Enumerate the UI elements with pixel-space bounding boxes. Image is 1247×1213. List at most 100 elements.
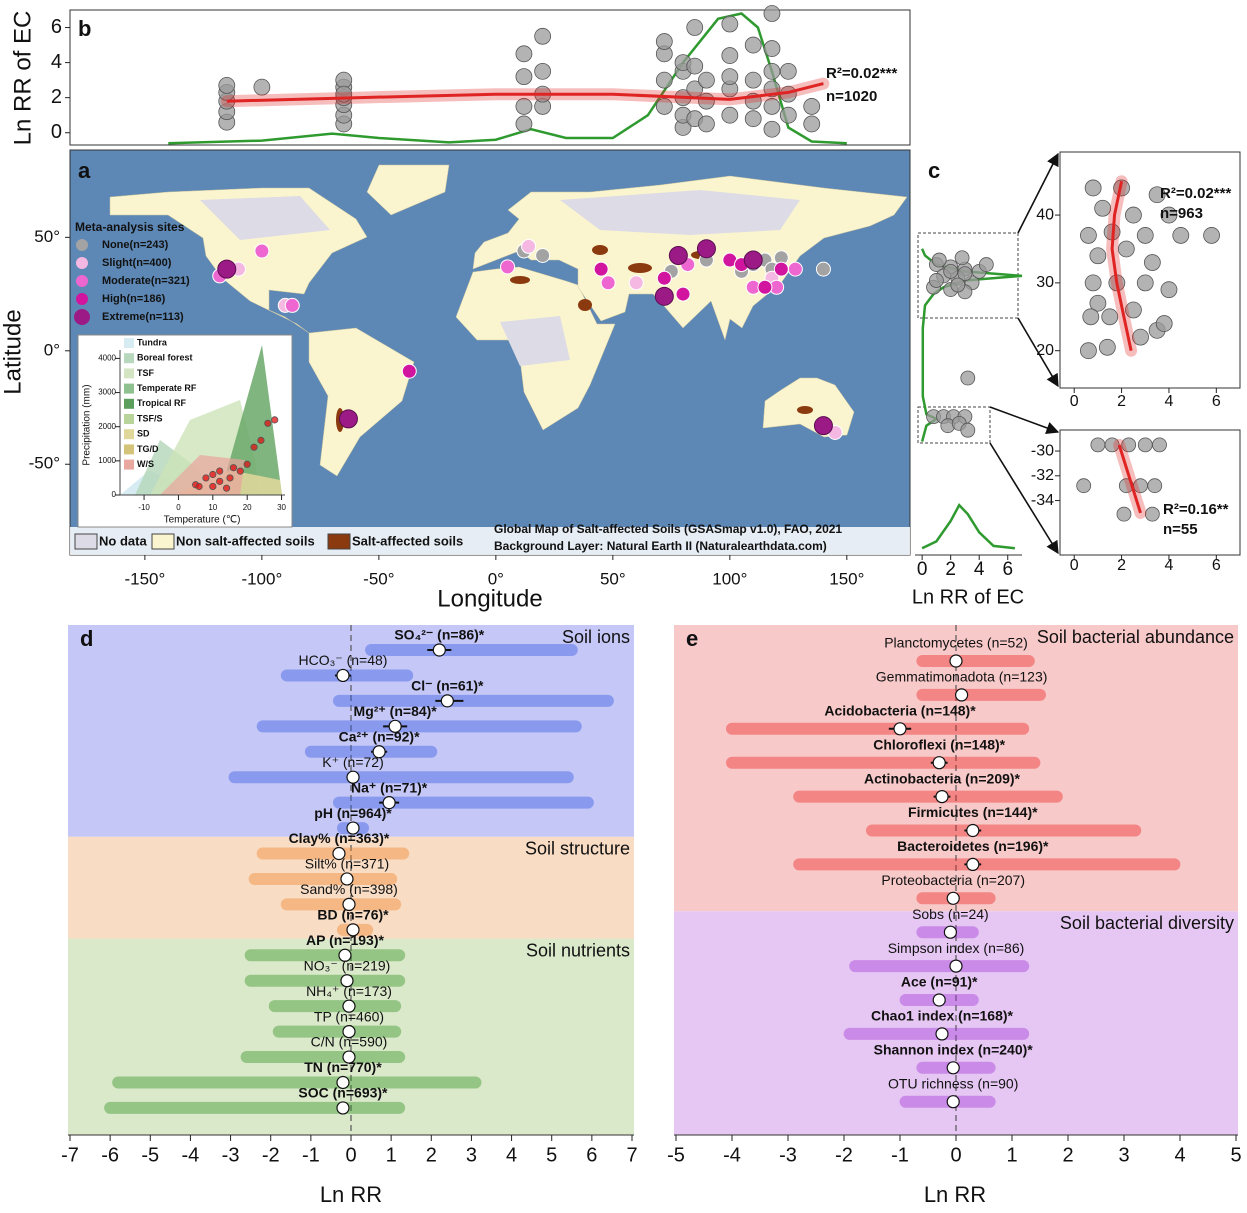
point xyxy=(957,266,973,282)
y-tick-label: 0° xyxy=(44,340,60,359)
point xyxy=(1155,315,1173,332)
legend-swatch xyxy=(124,414,134,424)
x-tick-label: -1 xyxy=(302,1144,320,1166)
legend-marker xyxy=(76,275,88,287)
mean-point xyxy=(893,722,907,736)
legend-label: Tropical RF xyxy=(137,398,187,408)
point xyxy=(763,62,781,80)
mean-point xyxy=(388,719,402,733)
legend-swatch xyxy=(124,398,134,409)
point xyxy=(335,71,353,89)
point xyxy=(686,57,704,75)
x-axis-label: Longitude xyxy=(437,585,542,612)
annotation: n=55 xyxy=(1163,521,1198,538)
salt-area xyxy=(797,406,813,414)
row-label: Cl⁻ (n=61)* xyxy=(411,678,484,694)
y-tick-label: -50° xyxy=(29,454,60,473)
y-axis-label: Ln RR of EC xyxy=(9,11,36,146)
mean-point xyxy=(966,857,980,872)
raw-range xyxy=(916,655,1035,667)
mean-point xyxy=(943,925,958,939)
mean-point xyxy=(338,948,352,962)
row-label: Clay% (n=363)* xyxy=(289,830,390,846)
point xyxy=(515,98,533,115)
mean-point xyxy=(340,974,354,988)
point xyxy=(954,250,970,266)
x-tick-label: 1 xyxy=(1006,1144,1017,1166)
x-tick-label: 150° xyxy=(829,569,864,588)
x-tick-label: -7 xyxy=(61,1144,79,1166)
site xyxy=(401,363,417,379)
point xyxy=(1076,478,1092,494)
x-axis-label: Ln RR of EC xyxy=(912,586,1024,608)
mean-point xyxy=(346,821,360,835)
legend-label: Moderate(n=321) xyxy=(102,275,190,287)
x-tick-label: 0 xyxy=(917,559,928,580)
x-tick-label: 4 xyxy=(1174,1144,1185,1166)
y-tick-label: 2 xyxy=(51,86,62,108)
x-axis-label: Ln RR xyxy=(320,1182,382,1207)
legend-swatch xyxy=(124,353,134,364)
point xyxy=(1136,274,1154,292)
legend-label: Boreal forest xyxy=(137,353,193,363)
site xyxy=(338,409,358,429)
row-label: Chloroflexi (n=148)* xyxy=(873,736,1005,752)
point xyxy=(534,27,552,45)
point xyxy=(1084,179,1102,197)
point xyxy=(1137,437,1153,453)
row-label: Gemmatimonadota (n=123) xyxy=(876,669,1048,685)
raw-range xyxy=(256,720,582,733)
raw-range xyxy=(332,796,594,809)
point xyxy=(929,273,944,288)
x-tick-label: 6 xyxy=(1212,557,1221,574)
x-tick-label: 6 xyxy=(1002,559,1013,580)
legend-label: Temperate RF xyxy=(137,383,197,393)
arrow xyxy=(1017,152,1059,234)
raw-range xyxy=(365,644,578,656)
point xyxy=(515,68,533,86)
y-tick-label: 20 xyxy=(1036,342,1054,359)
legend-swatch xyxy=(124,338,134,348)
site xyxy=(675,286,691,302)
credit: Global Map of Salt-affected Soils (GSASm… xyxy=(494,522,842,536)
point xyxy=(1101,308,1119,326)
point xyxy=(226,474,234,482)
point xyxy=(1080,342,1097,360)
x-tick-label: 2 xyxy=(1062,1144,1073,1166)
point xyxy=(803,115,821,133)
point xyxy=(271,416,279,424)
biome-area xyxy=(220,345,282,495)
x-tick-label: -2 xyxy=(835,1144,853,1166)
row-label: OTU richness (n=90) xyxy=(888,1075,1018,1091)
x-tick-label: 0 xyxy=(950,1144,961,1166)
mean-point xyxy=(336,1075,350,1090)
point xyxy=(202,474,210,482)
raw-range xyxy=(304,745,438,758)
legend-label: Tundra xyxy=(137,337,168,347)
group-label: Soil bacterial diversity xyxy=(1060,913,1234,933)
group-label: Soil bacterial abundance xyxy=(1037,627,1234,647)
mean-point xyxy=(949,654,963,668)
x-tick-label: 10 xyxy=(208,503,217,512)
row-label: HCO₃⁻ (n=48) xyxy=(298,652,387,668)
row-label: K⁺ (n=72) xyxy=(322,754,383,770)
site xyxy=(535,248,551,264)
legend-label: TSF xyxy=(137,368,155,378)
point xyxy=(960,370,976,386)
site xyxy=(743,250,763,270)
site xyxy=(787,261,803,277)
site xyxy=(773,261,789,277)
map-legend-strip xyxy=(70,527,910,555)
point xyxy=(222,484,231,492)
y-tick-label: 40 xyxy=(1036,206,1054,223)
x-tick-label: 0 xyxy=(345,1144,356,1166)
x-tick-label: 2 xyxy=(426,1144,437,1166)
raw-range xyxy=(244,949,406,962)
no-data-area xyxy=(560,190,800,235)
panel-label: d xyxy=(80,626,93,651)
point xyxy=(721,106,739,124)
y-tick-label: -32 xyxy=(1031,467,1054,484)
point xyxy=(744,71,762,89)
x-tick-label: 50° xyxy=(600,569,626,588)
legend-swatch xyxy=(151,533,175,550)
